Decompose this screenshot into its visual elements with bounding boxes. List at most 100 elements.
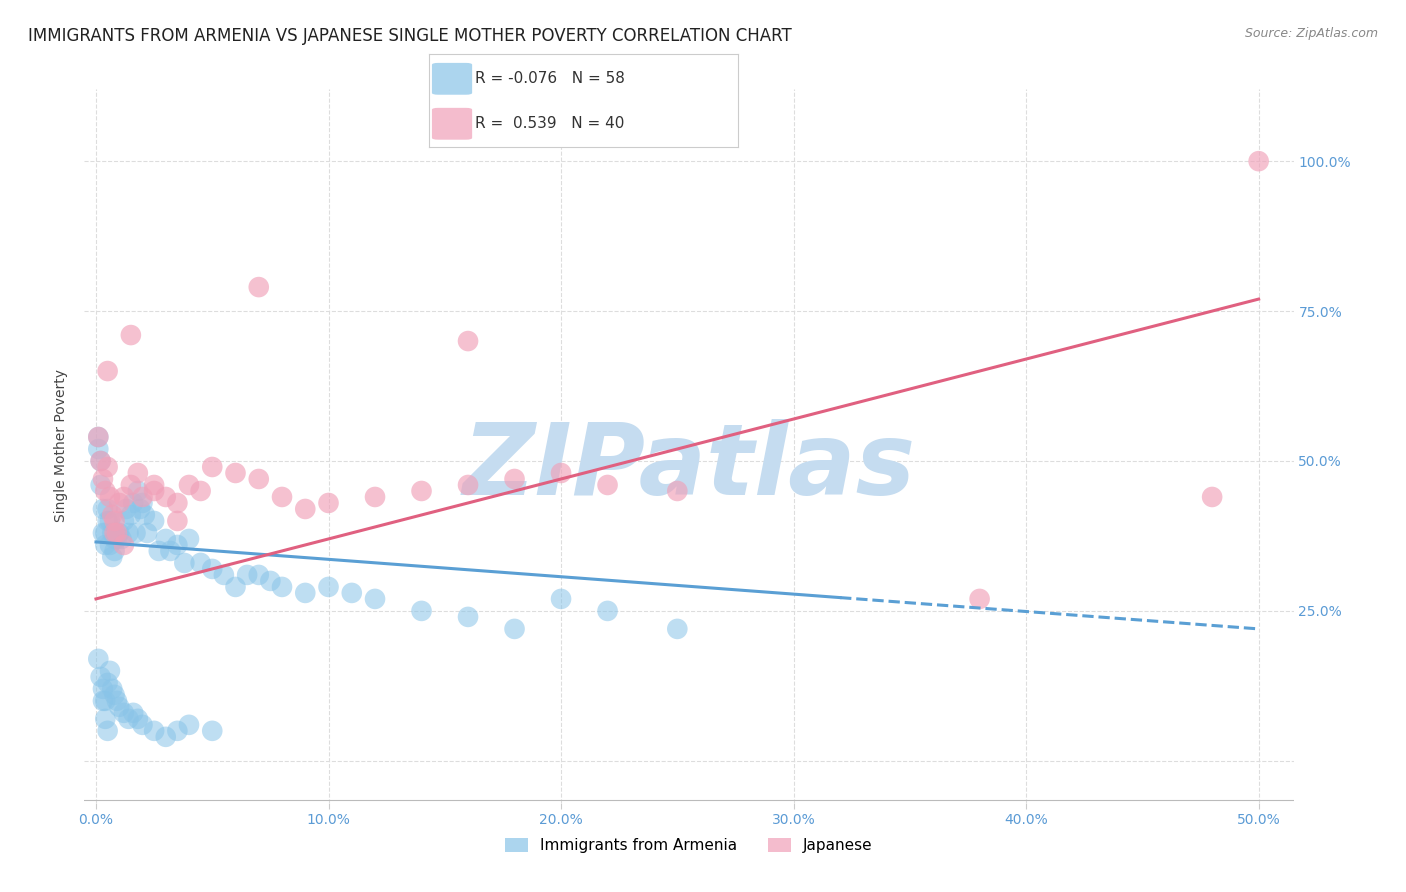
Text: IMMIGRANTS FROM ARMENIA VS JAPANESE SINGLE MOTHER POVERTY CORRELATION CHART: IMMIGRANTS FROM ARMENIA VS JAPANESE SING… bbox=[28, 27, 792, 45]
Point bbox=[104, 525, 127, 540]
Point bbox=[98, 490, 121, 504]
Point bbox=[201, 562, 224, 576]
Point bbox=[110, 532, 132, 546]
Text: R = -0.076   N = 58: R = -0.076 N = 58 bbox=[475, 71, 626, 87]
Point bbox=[212, 568, 235, 582]
Point bbox=[120, 508, 142, 522]
Point bbox=[190, 483, 212, 498]
Point bbox=[173, 556, 195, 570]
Point bbox=[166, 514, 188, 528]
Point bbox=[177, 532, 200, 546]
Point bbox=[108, 525, 131, 540]
Point bbox=[457, 610, 479, 624]
Point bbox=[94, 525, 117, 540]
Point bbox=[177, 478, 200, 492]
Point bbox=[97, 514, 120, 528]
Point bbox=[411, 483, 433, 498]
Point bbox=[190, 556, 212, 570]
Point bbox=[97, 364, 120, 378]
Point bbox=[136, 525, 159, 540]
Point bbox=[155, 730, 177, 744]
Point bbox=[411, 604, 433, 618]
Point bbox=[105, 532, 128, 546]
FancyBboxPatch shape bbox=[432, 63, 472, 95]
Point bbox=[457, 334, 479, 348]
FancyBboxPatch shape bbox=[432, 108, 472, 140]
Point bbox=[91, 502, 114, 516]
Point bbox=[259, 574, 281, 588]
Point bbox=[166, 723, 188, 738]
Point bbox=[104, 688, 127, 702]
Point bbox=[340, 586, 363, 600]
Point bbox=[104, 532, 127, 546]
Point bbox=[101, 681, 124, 696]
Point bbox=[271, 490, 294, 504]
Point bbox=[969, 591, 991, 606]
Point bbox=[201, 723, 224, 738]
Point bbox=[318, 580, 340, 594]
Point bbox=[247, 280, 270, 294]
Point bbox=[101, 525, 124, 540]
Point bbox=[94, 538, 117, 552]
Point bbox=[112, 514, 135, 528]
Point bbox=[104, 514, 127, 528]
Point bbox=[97, 460, 120, 475]
Point bbox=[1201, 490, 1223, 504]
Point bbox=[155, 490, 177, 504]
Point bbox=[91, 681, 114, 696]
Point bbox=[596, 604, 619, 618]
Point bbox=[155, 532, 177, 546]
Point bbox=[112, 706, 135, 720]
Point bbox=[127, 712, 149, 726]
Point bbox=[201, 460, 224, 475]
Point bbox=[1247, 154, 1270, 169]
Point bbox=[503, 472, 526, 486]
Point bbox=[596, 478, 619, 492]
Point bbox=[117, 712, 139, 726]
Point bbox=[666, 483, 689, 498]
Point bbox=[108, 496, 131, 510]
Point bbox=[108, 699, 131, 714]
Point bbox=[131, 496, 153, 510]
Point bbox=[143, 478, 166, 492]
Point bbox=[101, 549, 124, 564]
Point bbox=[87, 430, 110, 444]
Point bbox=[225, 580, 247, 594]
Point bbox=[117, 525, 139, 540]
Point bbox=[94, 712, 117, 726]
Text: ZIPatlas: ZIPatlas bbox=[463, 419, 915, 516]
Point bbox=[166, 496, 188, 510]
Point bbox=[98, 538, 121, 552]
Y-axis label: Single Mother Poverty: Single Mother Poverty bbox=[55, 369, 69, 523]
Point bbox=[236, 568, 259, 582]
Point bbox=[97, 502, 120, 516]
Point bbox=[94, 483, 117, 498]
Point bbox=[143, 723, 166, 738]
Point bbox=[90, 670, 112, 684]
Point bbox=[98, 514, 121, 528]
Point bbox=[503, 622, 526, 636]
Point bbox=[318, 496, 340, 510]
Point bbox=[112, 538, 135, 552]
Point bbox=[97, 676, 120, 690]
Point bbox=[294, 586, 316, 600]
Point bbox=[166, 538, 188, 552]
Point bbox=[90, 454, 112, 468]
Point bbox=[122, 706, 145, 720]
Point bbox=[122, 496, 145, 510]
Point bbox=[101, 508, 124, 522]
Point bbox=[247, 568, 270, 582]
Point bbox=[134, 508, 156, 522]
Point bbox=[457, 478, 479, 492]
Point bbox=[143, 483, 166, 498]
Point bbox=[90, 454, 112, 468]
Point bbox=[247, 472, 270, 486]
Point bbox=[143, 514, 166, 528]
Point bbox=[115, 502, 138, 516]
Point bbox=[271, 580, 294, 594]
Point bbox=[105, 694, 128, 708]
Point bbox=[364, 490, 387, 504]
Point bbox=[120, 328, 142, 343]
Legend: Immigrants from Armenia, Japanese: Immigrants from Armenia, Japanese bbox=[499, 832, 879, 859]
Point bbox=[98, 664, 121, 678]
